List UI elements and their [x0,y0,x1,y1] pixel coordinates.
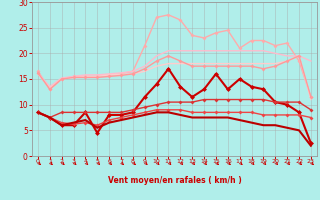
X-axis label: Vent moyen/en rafales ( km/h ): Vent moyen/en rafales ( km/h ) [108,176,241,185]
